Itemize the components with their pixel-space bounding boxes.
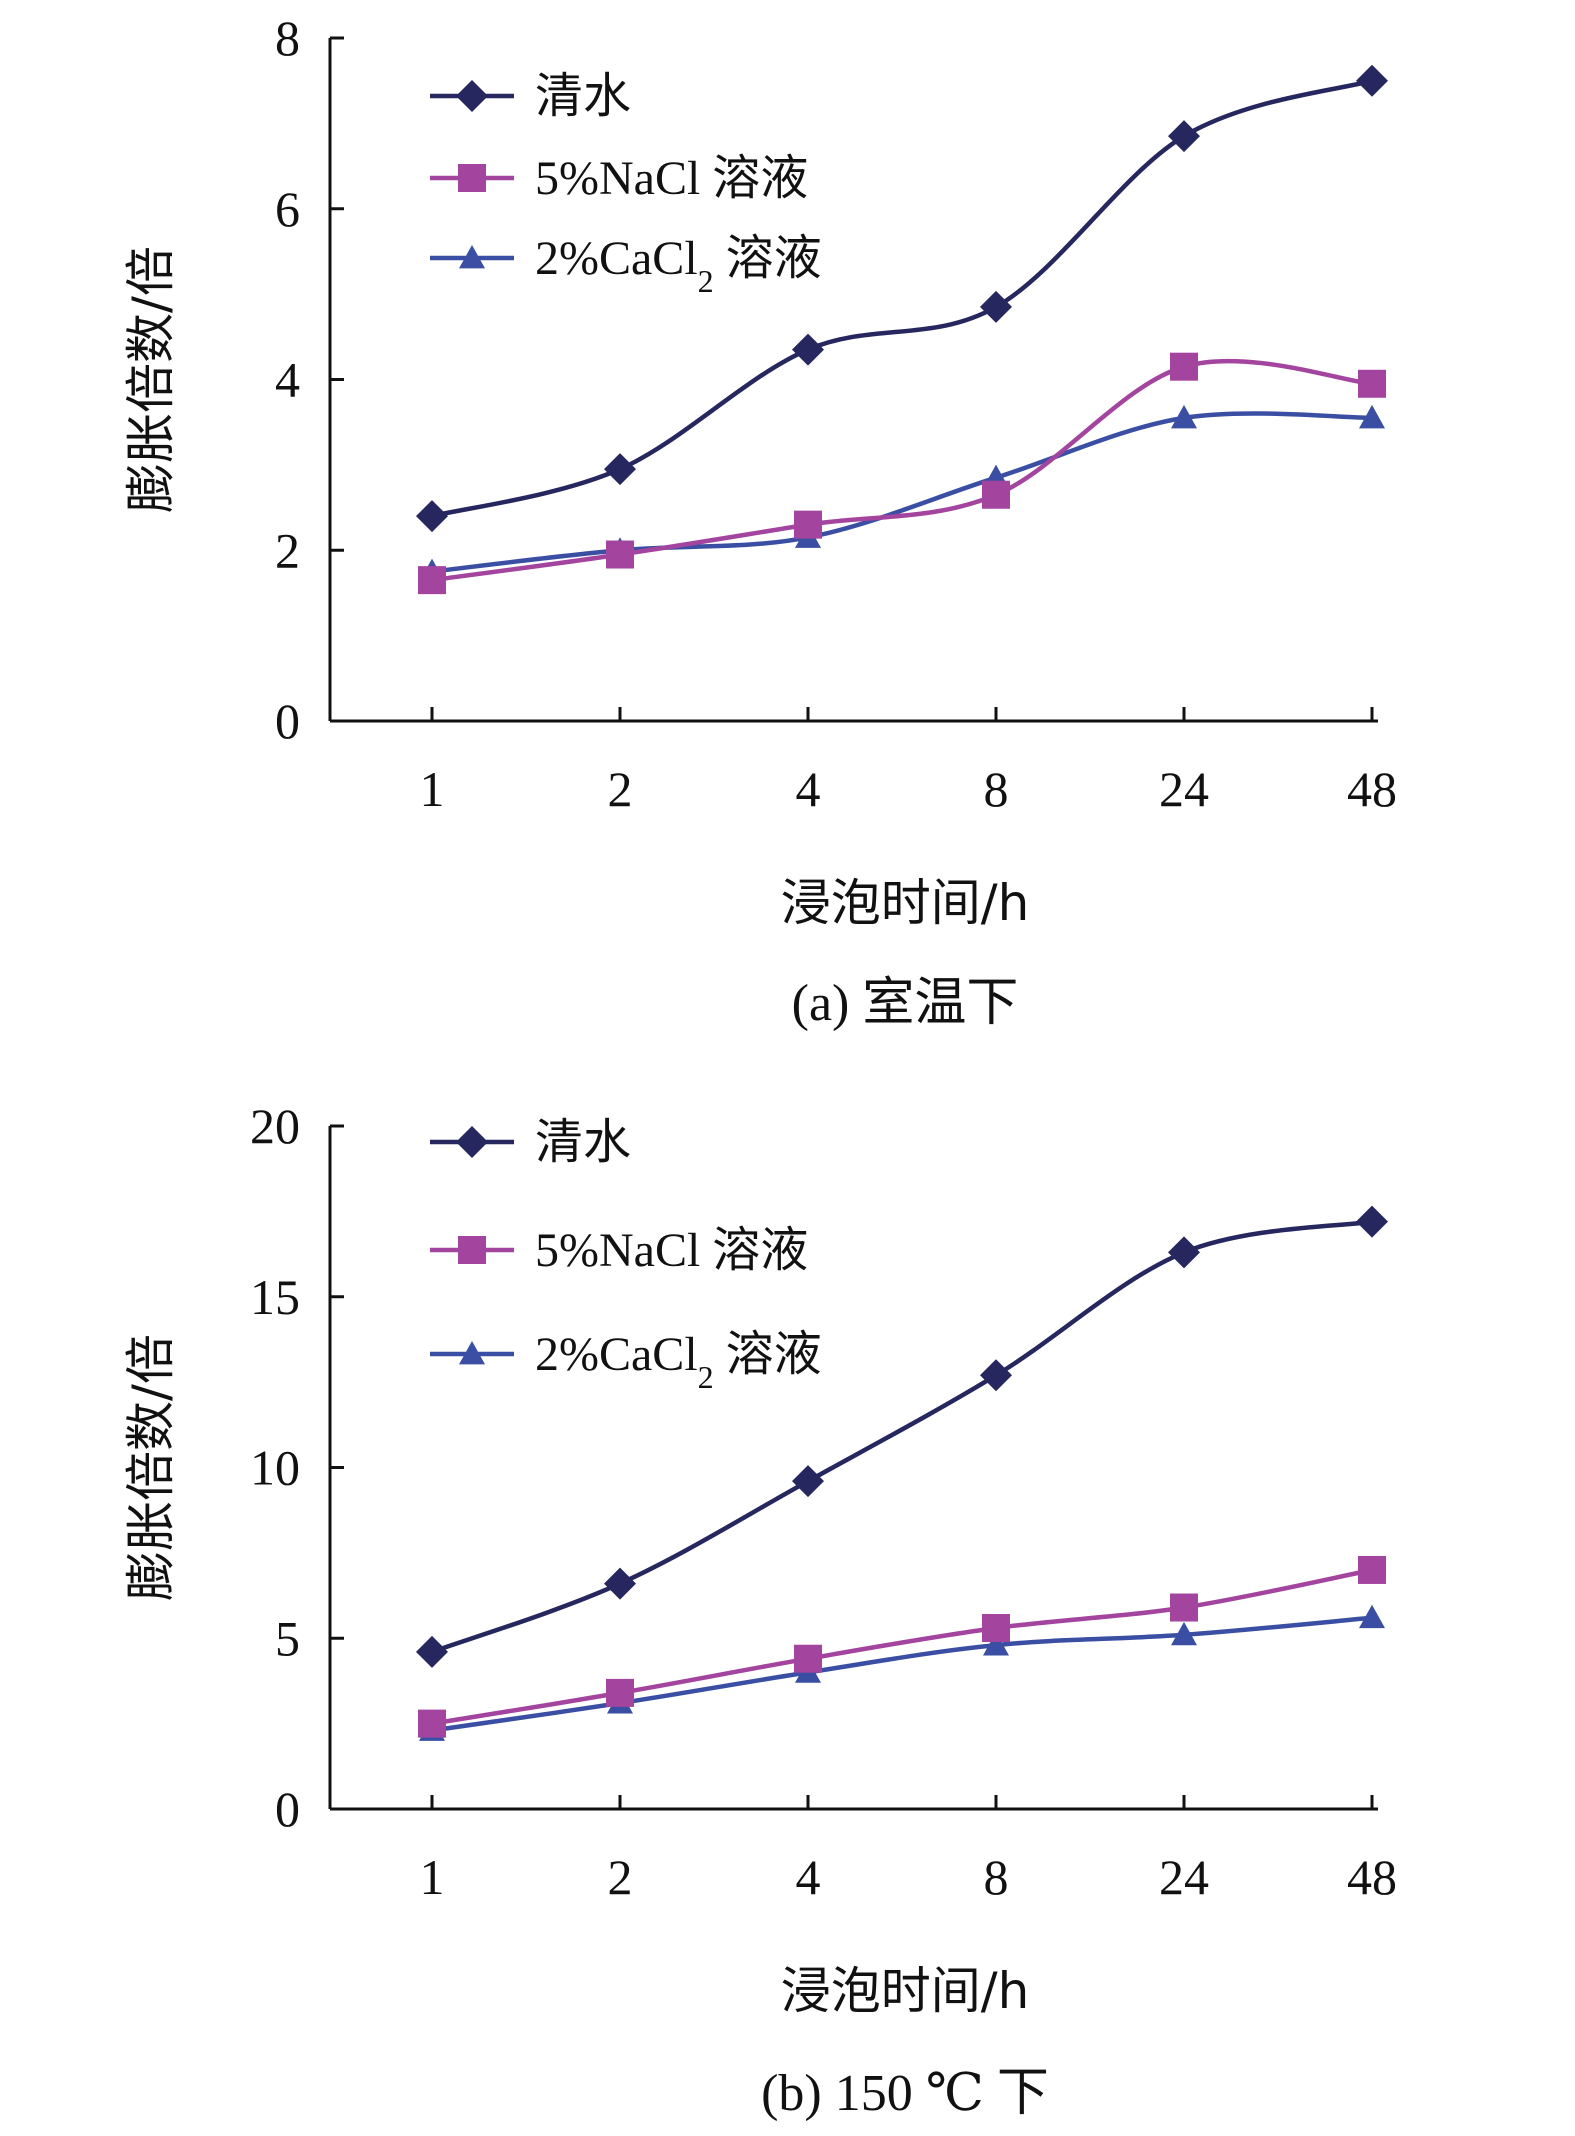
series-line [431,78,1373,519]
legend-marker [456,1126,488,1158]
legend-marker [459,1341,485,1365]
data-point [1170,352,1198,381]
legend-label: 清水 [535,70,631,123]
data-point [606,1678,634,1707]
data-point [1168,120,1200,153]
y-tick-label: 15 [250,1269,300,1325]
data-point [980,290,1012,323]
legend-marker [459,245,485,269]
data-point [604,453,636,486]
data-point [604,1567,636,1600]
x-tick-label: 8 [984,1849,1009,1905]
data-point [1358,1555,1386,1584]
x-tick-label: 1 [420,761,445,817]
y-tick-label: 5 [275,1610,300,1666]
y-tick-label: 2 [275,522,300,578]
data-point [794,1644,822,1673]
legend-marker [456,80,488,112]
data-point [1356,1205,1388,1238]
data-point [1356,64,1388,97]
y-tick-label: 20 [250,1098,300,1154]
data-point [1168,1236,1200,1269]
data-point [792,333,824,366]
series-line [431,358,1373,583]
y-axis-label: 膨胀倍数/倍 [122,246,180,513]
x-tick-label: 2 [608,761,633,817]
x-tick-label: 48 [1347,761,1397,817]
x-tick-label: 4 [796,1849,821,1905]
chart-caption: (a) 室温下 [792,975,1019,1032]
data-point [416,500,448,533]
data-point [1171,1621,1197,1646]
data-point [416,1635,448,1668]
data-point [1171,404,1197,429]
data-point [1358,369,1386,398]
y-tick-label: 6 [275,181,300,237]
data-point [1170,1593,1198,1622]
x-tick-label: 8 [984,761,1009,817]
x-axis-label: 浸泡时间/h [781,1962,1030,2020]
y-tick-label: 10 [250,1440,300,1496]
series-line [431,1615,1373,1733]
x-tick-label: 4 [796,761,821,817]
legend-label: 5%NaCl 溶液 [535,1224,808,1277]
y-axis-label: 膨胀倍数/倍 [122,1334,180,1601]
chart-caption: (b) 150 ℃ 下 [761,2065,1049,2122]
data-point [1359,404,1385,429]
data-point [1359,1604,1385,1629]
x-tick-label: 48 [1347,1849,1397,1905]
legend-label: 清水 [535,1116,631,1169]
x-tick-label: 1 [420,1849,445,1905]
series-line [431,1567,1373,1726]
x-tick-label: 24 [1159,761,1209,817]
legend-label: 2%CaCl2 溶液 [535,232,822,299]
legend-marker [458,1236,486,1264]
x-tick-label: 24 [1159,1849,1209,1905]
y-tick-label: 0 [275,1781,300,1837]
data-point [983,1632,1009,1656]
legend-label: 5%NaCl 溶液 [535,152,808,205]
data-point [794,510,822,539]
data-point [418,566,446,595]
data-point [980,1359,1012,1392]
data-point [792,1465,824,1498]
x-tick-label: 2 [608,1849,633,1905]
data-point [418,1709,446,1738]
data-point [606,540,634,569]
legend-marker [458,164,486,192]
data-point [982,1614,1010,1643]
y-tick-label: 8 [275,10,300,66]
y-tick-label: 4 [275,352,300,408]
data-point [982,480,1010,509]
series-line [431,411,1373,574]
legend-label: 2%CaCl2 溶液 [535,1328,822,1395]
series-line [431,1219,1373,1655]
x-axis-label: 浸泡时间/h [781,874,1030,932]
y-tick-label: 0 [275,693,300,749]
